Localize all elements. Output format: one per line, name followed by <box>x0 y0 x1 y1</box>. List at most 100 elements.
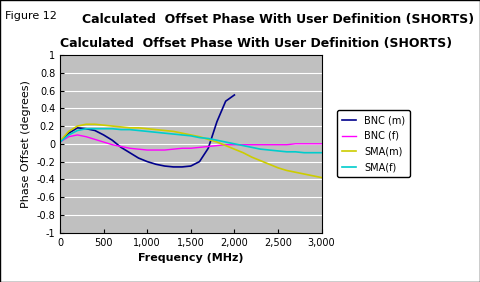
SMA(f) <box>118 128 124 131</box>
BNC (f) <box>101 140 107 144</box>
SMA(m) <box>197 135 203 138</box>
SMA(m) <box>223 144 228 147</box>
SMA(m) <box>249 155 255 159</box>
SMA(f) <box>301 151 307 155</box>
SMA(m) <box>118 125 124 129</box>
BNC (m) <box>162 164 168 168</box>
BNC (f) <box>179 147 185 150</box>
SMA(f) <box>101 127 107 130</box>
SMA(f) <box>144 130 150 133</box>
Line: SMA(m): SMA(m) <box>60 124 322 178</box>
SMA(f) <box>258 147 264 151</box>
SMA(f) <box>136 129 142 132</box>
BNC (m) <box>92 129 98 132</box>
BNC (f) <box>231 143 237 146</box>
BNC (f) <box>92 138 98 141</box>
BNC (m) <box>74 126 80 129</box>
BNC (f) <box>223 143 228 146</box>
BNC (m) <box>179 165 185 169</box>
Y-axis label: Phase Offset (degrees): Phase Offset (degrees) <box>21 80 31 208</box>
SMA(m) <box>319 176 324 179</box>
SMA(m) <box>162 129 168 132</box>
SMA(f) <box>66 133 72 136</box>
BNC (f) <box>240 143 246 146</box>
BNC (m) <box>118 146 124 149</box>
BNC (m) <box>231 93 237 97</box>
SMA(m) <box>170 130 176 133</box>
BNC (m) <box>66 131 72 135</box>
SMA(f) <box>240 144 246 147</box>
SMA(m) <box>179 131 185 135</box>
BNC (f) <box>197 146 203 149</box>
SMA(f) <box>109 127 115 130</box>
SMA(m) <box>153 128 159 131</box>
BNC (f) <box>153 148 159 152</box>
BNC (m) <box>223 100 228 103</box>
SMA(f) <box>188 134 194 138</box>
SMA(f) <box>223 140 228 144</box>
SMA(m) <box>240 151 246 155</box>
BNC (f) <box>249 143 255 146</box>
BNC (m) <box>197 160 203 163</box>
SMA(f) <box>74 129 80 132</box>
BNC (f) <box>118 145 124 148</box>
SMA(f) <box>310 151 316 155</box>
SMA(f) <box>162 131 168 135</box>
BNC (m) <box>136 156 142 160</box>
BNC (f) <box>66 135 72 138</box>
SMA(f) <box>179 133 185 136</box>
BNC (m) <box>57 140 63 144</box>
SMA(f) <box>249 146 255 149</box>
BNC (m) <box>153 162 159 166</box>
BNC (m) <box>101 133 107 136</box>
SMA(f) <box>84 127 89 130</box>
SMA(m) <box>127 126 132 129</box>
SMA(m) <box>74 124 80 128</box>
Legend: BNC (m), BNC (f), SMA(m), SMA(f): BNC (m), BNC (f), SMA(m), SMA(f) <box>337 110 410 177</box>
X-axis label: Frequency (MHz): Frequency (MHz) <box>138 253 243 263</box>
SMA(f) <box>319 151 324 155</box>
BNC (f) <box>310 142 316 146</box>
BNC (f) <box>170 147 176 151</box>
SMA(m) <box>292 171 298 174</box>
BNC (m) <box>188 164 194 168</box>
SMA(m) <box>301 172 307 176</box>
SMA(f) <box>170 132 176 136</box>
SMA(f) <box>284 150 289 153</box>
Line: BNC (m): BNC (m) <box>60 95 234 167</box>
SMA(m) <box>275 166 281 169</box>
BNC (f) <box>74 133 80 136</box>
SMA(f) <box>292 150 298 153</box>
BNC (f) <box>109 143 115 146</box>
BNC (m) <box>205 147 211 150</box>
SMA(f) <box>57 140 63 144</box>
Line: BNC (f): BNC (f) <box>60 135 322 150</box>
SMA(m) <box>92 123 98 126</box>
BNC (f) <box>214 144 220 147</box>
BNC (f) <box>292 142 298 146</box>
SMA(f) <box>153 131 159 134</box>
SMA(m) <box>84 123 89 126</box>
SMA(m) <box>284 169 289 172</box>
BNC (f) <box>275 143 281 146</box>
BNC (f) <box>319 142 324 146</box>
Text: Calculated  Offset Phase With User Definition (SHORTS): Calculated Offset Phase With User Defini… <box>60 37 452 50</box>
SMA(m) <box>144 127 150 130</box>
BNC (f) <box>258 143 264 146</box>
SMA(m) <box>310 174 316 177</box>
BNC (f) <box>266 143 272 146</box>
BNC (f) <box>127 147 132 150</box>
BNC (f) <box>188 147 194 150</box>
BNC (f) <box>144 148 150 152</box>
SMA(f) <box>197 136 203 139</box>
SMA(f) <box>231 142 237 146</box>
SMA(m) <box>214 140 220 144</box>
SMA(f) <box>275 149 281 153</box>
SMA(m) <box>231 147 237 151</box>
Line: SMA(f): SMA(f) <box>60 129 322 153</box>
BNC (f) <box>84 135 89 138</box>
Text: Calculated  Offset Phase With User Definition (SHORTS): Calculated Offset Phase With User Defini… <box>82 13 474 26</box>
SMA(m) <box>188 133 194 136</box>
BNC (m) <box>144 160 150 163</box>
BNC (f) <box>205 145 211 148</box>
